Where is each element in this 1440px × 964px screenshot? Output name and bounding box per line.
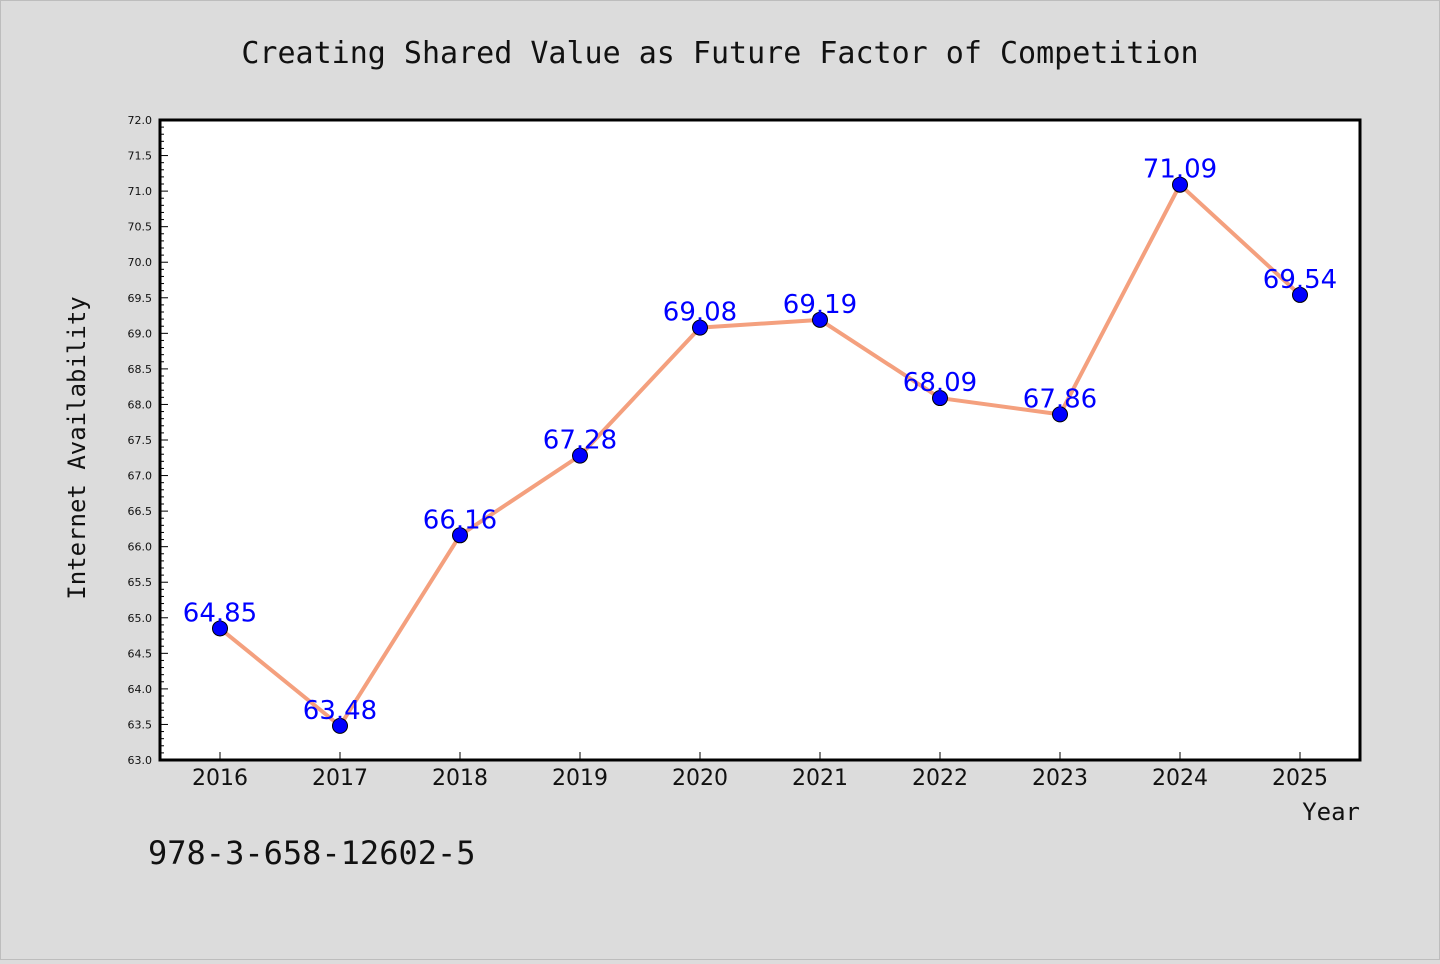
data-point-marker [572,447,588,464]
y-tick-label: 63.0 [128,754,153,767]
x-tick-label: 2017 [312,766,368,791]
data-value-label: 69.08 [663,298,737,328]
data-value-label: 67.86 [1023,384,1097,414]
y-tick-label: 66.5 [128,505,153,518]
x-tick-label: 2016 [192,766,248,791]
chart-title: Creating Shared Value as Future Factor o… [241,36,1198,71]
y-axis-label: Internet Availability [63,296,91,599]
x-tick-label: 2018 [432,766,488,791]
x-tick-label: 2024 [1152,766,1208,791]
x-axis-label: Year [1302,798,1360,826]
x-tick-label: 2021 [792,766,848,791]
y-tick-label: 69.5 [128,292,153,305]
isbn-text: 978-3-658-12602-5 [148,834,476,872]
x-tick-label: 2020 [672,766,728,791]
data-labels: 64.85 63.48 66.16 67.28 69.08 69.19 68.09 67.86… [183,155,1337,726]
data-series [212,176,1308,734]
y-tick-label: 67.5 [128,434,153,447]
data-value-label: 64.85 [183,598,257,628]
data-point-marker [452,527,468,544]
data-point-marker [332,717,348,734]
data-value-label: 63.48 [303,696,377,726]
x-tick-label: 2019 [552,766,608,791]
data-point-marker [932,390,948,407]
data-value-label: 69.54 [1263,265,1337,295]
plot-border [158,118,1362,762]
data-value-label: 69.19 [783,290,857,320]
y-tick-label: 70.0 [128,256,153,269]
x-tick-label: 2022 [912,766,968,791]
y-tick-label: 71.0 [128,185,153,198]
data-value-label: 68.09 [903,368,977,398]
y-tick-label: 65.5 [128,576,153,589]
y-tick-label: 63.5 [128,718,153,731]
y-axis-ticks: 63.0 63.5 64.0 64.5 65.0 65.5 66.0 66.5 67.0 67.5… [128,114,168,767]
x-tick-label: 2023 [1032,766,1088,791]
y-tick-label: 72.0 [128,114,153,127]
data-point-marker [692,319,708,336]
y-tick-label: 67.0 [128,470,153,483]
data-point-marker [1292,286,1308,303]
y-tick-label: 71.5 [128,150,153,163]
data-value-label: 67.28 [543,426,617,456]
y-tick-label: 69.0 [128,327,153,340]
y-tick-label: 64.5 [128,647,153,660]
y-tick-label: 66.0 [128,541,153,554]
data-point-marker [812,311,828,328]
y-tick-label: 65.0 [128,612,153,625]
x-tick-label: 2025 [1272,766,1328,791]
y-tick-label: 70.5 [128,221,153,234]
data-value-label: 71.09 [1143,155,1217,185]
data-value-label: 66.16 [423,505,497,535]
x-axis-ticks: 2016 2017 2018 2019 2020 2021 2022 2023 2024 2025 [192,752,1328,791]
y-tick-label: 68.5 [128,363,153,376]
series-line [218,182,1302,728]
y-tick-label: 68.0 [128,398,153,411]
data-point-marker [212,620,228,637]
data-point-marker [1052,406,1068,423]
data-point-marker [1172,176,1188,193]
y-tick-label: 64.0 [128,683,153,696]
